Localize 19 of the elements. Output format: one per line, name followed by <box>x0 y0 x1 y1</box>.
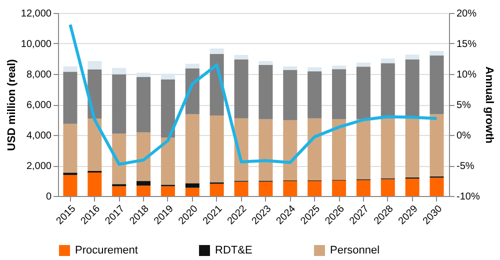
y-tick-label: 2,000 <box>26 161 52 172</box>
y2-tick-label: 20% <box>456 8 477 20</box>
y-tick-label: 10,000 <box>20 39 52 50</box>
y-tick-label: 4,000 <box>26 130 52 142</box>
y2-tick-label: 5% <box>456 100 472 111</box>
legend-label: Procurement <box>75 244 138 257</box>
legend-label: Personnel <box>330 244 380 257</box>
y-tick-label: 8,000 <box>26 70 52 80</box>
y-axis-title: USD million (real) <box>6 58 18 151</box>
y2-tick-label: 10% <box>456 70 477 80</box>
y2-tick-label: 0% <box>456 130 472 142</box>
y2-tick-label: -10% <box>456 192 480 202</box>
y2-tick-label: 15% <box>456 39 477 50</box>
y-tick-label: 12,000 <box>20 8 52 20</box>
y-tick-label: 6,000 <box>26 100 52 111</box>
legend-label: RDT&E <box>215 244 252 257</box>
y2-tick-label: -5% <box>456 161 474 172</box>
y2-axis-title: Annual growth <box>482 66 495 144</box>
y-tick-label: 0 <box>46 192 52 202</box>
